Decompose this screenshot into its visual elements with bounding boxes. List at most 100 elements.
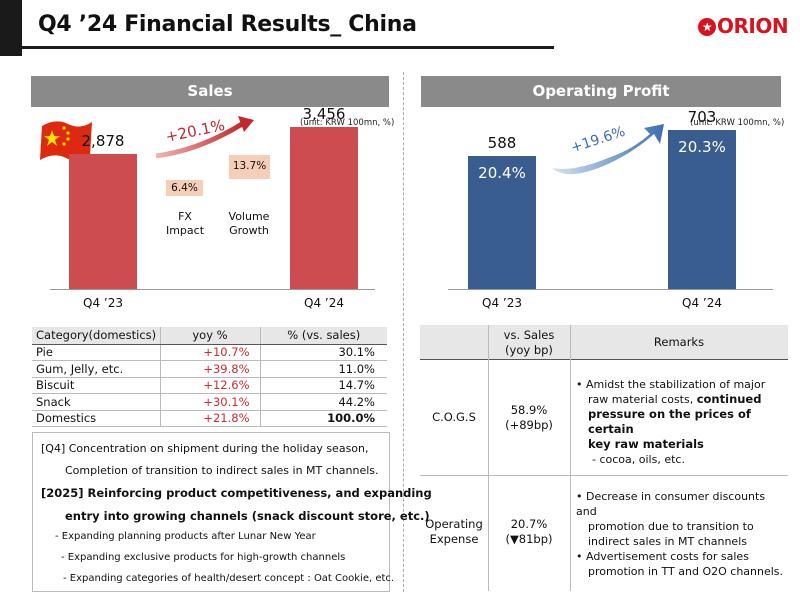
col-yoy: yoy % bbox=[159, 327, 260, 345]
table-row: Gum, Jelly, etc. +39.8% 11.0% bbox=[32, 360, 387, 378]
op-col-sep-1 bbox=[488, 325, 489, 591]
op-bar-margin-0: 20.4% bbox=[478, 164, 526, 182]
op-bar-value-0: 588 bbox=[487, 134, 517, 152]
op-bar-margin-1: 20.3% bbox=[678, 138, 726, 156]
cell-yoy: +12.6% bbox=[159, 377, 260, 394]
sales-section-header: Sales bbox=[31, 76, 389, 107]
cell-category: Pie bbox=[32, 344, 160, 361]
fx-label-line1: FX bbox=[178, 210, 192, 223]
volume-growth-label: Volume Growth bbox=[220, 210, 278, 238]
op-baseline bbox=[448, 289, 773, 290]
cell-pct: 44.2% bbox=[259, 393, 387, 411]
cell-yoy: +10.7% bbox=[159, 344, 260, 361]
page-title: Q4 ’24 Financial Results_ China bbox=[38, 12, 417, 37]
sales-bar-value-0: 2,878 bbox=[81, 132, 125, 150]
op-x-label-0: Q4 ’23 bbox=[482, 296, 522, 310]
operating-profit-section-header: Operating Profit bbox=[421, 76, 781, 107]
sales-bar-value-1: 3,456 bbox=[302, 105, 346, 123]
cell-yoy: +30.1% bbox=[159, 393, 260, 411]
cell-category: Domestics bbox=[32, 410, 160, 427]
cogs-value-line1: 58.9% bbox=[510, 403, 548, 417]
sales-unit: (unit: KRW 100mn, %) bbox=[300, 118, 395, 128]
header-accent bbox=[0, 0, 22, 56]
opex-remark-3: indirect sales in MT channels bbox=[588, 535, 747, 548]
fx-impact-value: 6.4% bbox=[166, 180, 203, 196]
note-2025-line1: [2025] Reinforcing product competitivene… bbox=[41, 486, 432, 500]
note-2025-line2: entry into growing channels (snack disco… bbox=[65, 509, 430, 523]
note-q4-line1: [Q4] Concentration on shipment during th… bbox=[41, 442, 369, 455]
op-col-sep-2 bbox=[570, 325, 571, 591]
operating-table: vs. Sales (yoy bp) Remarks C.O.G.S 58.9%… bbox=[420, 325, 788, 591]
sales-bar-0 bbox=[69, 154, 137, 289]
sales-x-label-0: Q4 ’23 bbox=[83, 296, 123, 310]
notes-box: [Q4] Concentration on shipment during th… bbox=[32, 432, 432, 592]
cell-yoy: +39.8% bbox=[159, 360, 260, 378]
table-row: Pie +10.7% 30.1% bbox=[32, 344, 387, 361]
cogs-label: C.O.G.S bbox=[432, 410, 476, 424]
category-table-header: Category(domestics) yoy % % (vs. sales) bbox=[32, 327, 387, 345]
op-header-vs-sales: vs. Sales (yoy bp) bbox=[488, 328, 570, 358]
header-rule bbox=[22, 46, 554, 49]
sales-baseline bbox=[50, 289, 375, 290]
note-bullet-3: - Expanding categories of health/desert … bbox=[63, 573, 395, 584]
opex-label: Operating Expense bbox=[420, 517, 488, 547]
table-row: Biscuit +12.6% 14.7% bbox=[32, 377, 387, 394]
china-flag-icon bbox=[40, 121, 92, 161]
logo-text: ORION bbox=[717, 14, 789, 38]
table-row: Snack +30.1% 44.2% bbox=[32, 393, 387, 411]
category-table: Category(domestics) yoy % % (vs. sales) … bbox=[32, 327, 387, 427]
op-header-vs-line1: vs. Sales bbox=[503, 328, 555, 342]
opex-remark-1: • Decrease in consumer discounts and bbox=[576, 490, 766, 518]
sales-growth-arrow bbox=[155, 116, 254, 159]
cogs-value-line2: (+89bp) bbox=[505, 418, 553, 432]
op-bar-value-1: 703 bbox=[687, 108, 717, 126]
cogs-remark-2b: continued bbox=[696, 392, 762, 406]
op-x-label-1: Q4 ’24 bbox=[682, 296, 722, 310]
cogs-remark-3: pressure on the prices of certain bbox=[588, 407, 751, 436]
sales-bar-1 bbox=[290, 127, 358, 289]
cogs-value: 58.9% (+89bp) bbox=[488, 403, 570, 433]
cell-pct: 14.7% bbox=[259, 377, 387, 394]
opex-label-line2: Expense bbox=[429, 532, 479, 546]
op-bar-0 bbox=[468, 156, 536, 289]
cogs-remarks: • Amidst the stabilization of major raw … bbox=[576, 377, 786, 467]
opex-label-line1: Operating bbox=[425, 517, 483, 531]
note-bullet-1: - Expanding planning products after Luna… bbox=[55, 531, 316, 542]
center-divider bbox=[403, 72, 404, 592]
cogs-remark-2a: raw material costs, bbox=[588, 393, 694, 406]
opex-remarks: • Decrease in consumer discounts and pro… bbox=[576, 489, 786, 579]
volume-label-line1: Volume bbox=[228, 210, 270, 223]
op-table-header bbox=[420, 325, 788, 360]
cell-pct: 100.0% bbox=[259, 410, 387, 427]
cell-yoy: +21.8% bbox=[159, 410, 260, 427]
opex-value-line1: 20.7% bbox=[510, 517, 548, 531]
volume-label-line2: Growth bbox=[229, 224, 269, 237]
op-header-remarks: Remarks bbox=[653, 335, 705, 349]
note-q4-line2: Completion of transition to indirect sal… bbox=[65, 464, 379, 477]
op-header-vs-line2: (yoy bp) bbox=[505, 343, 553, 357]
note-bullet-2: - Expanding exclusive products for high-… bbox=[61, 552, 346, 563]
col-category: Category(domestics) bbox=[32, 327, 160, 345]
sales-x-label-1: Q4 ’24 bbox=[304, 296, 344, 310]
table-row-total: Domestics +21.8% 100.0% bbox=[32, 410, 387, 427]
cell-pct: 11.0% bbox=[259, 360, 387, 378]
op-growth-arrow bbox=[552, 124, 664, 175]
op-unit: (unit: KRW 100mn, %) bbox=[690, 118, 785, 128]
op-bar-1 bbox=[668, 130, 736, 289]
cell-category: Snack bbox=[32, 393, 160, 411]
opex-remark-5: promotion in TT and O2O channels. bbox=[588, 565, 784, 578]
fx-impact-label: FX Impact bbox=[156, 210, 214, 238]
orion-logo: ★ ORION bbox=[698, 14, 789, 38]
op-row-sep bbox=[420, 475, 788, 476]
cogs-remark-1: • Amidst the stabilization of major bbox=[576, 378, 766, 391]
cell-category: Gum, Jelly, etc. bbox=[32, 360, 160, 378]
opex-value-line2: (▼81bp) bbox=[505, 532, 553, 546]
cell-pct: 30.1% bbox=[259, 344, 387, 361]
fx-label-line2: Impact bbox=[165, 224, 205, 237]
volume-growth-value: 13.7% bbox=[229, 155, 270, 179]
cogs-remark-5: - cocoa, oils, etc. bbox=[592, 453, 685, 466]
cogs-remark-4: key raw materials bbox=[588, 437, 704, 451]
col-pct-sales: % (vs. sales) bbox=[259, 327, 387, 345]
star-icon: ★ bbox=[698, 18, 716, 36]
cogs-remark-2: raw material costs, continued bbox=[576, 392, 786, 407]
